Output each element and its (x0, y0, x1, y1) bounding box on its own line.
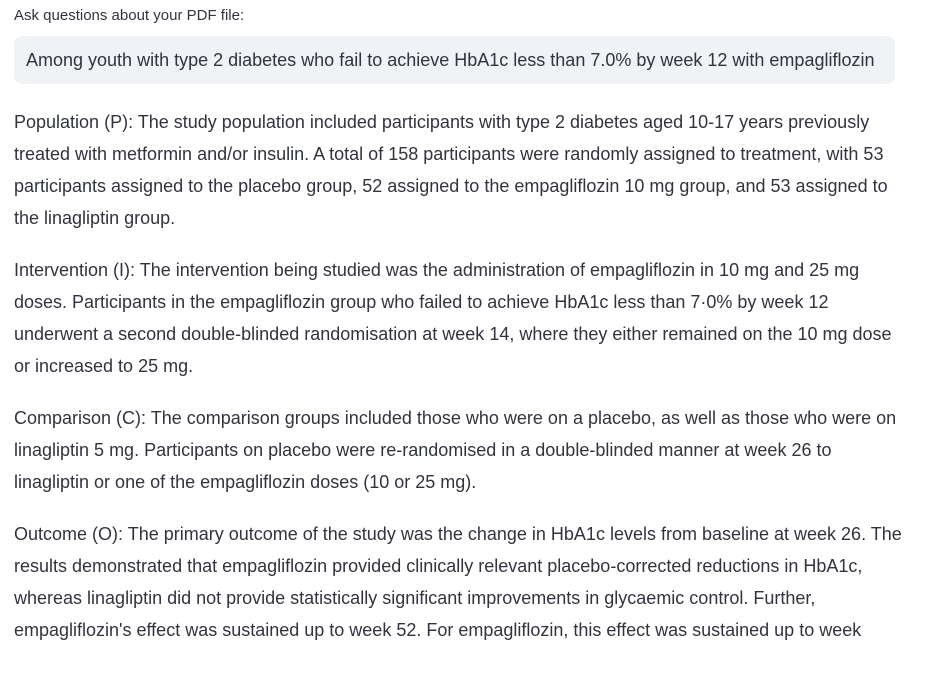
answer-paragraph-population: Population (P): The study population inc… (14, 112, 888, 228)
answer-paragraph-intervention: Intervention (I): The intervention being… (14, 260, 892, 376)
answer-paragraph-outcome: Outcome (O): The primary outcome of the … (14, 524, 902, 640)
answer-output: Population (P): The study population inc… (14, 106, 909, 646)
question-input[interactable] (14, 36, 895, 84)
question-input-label: Ask questions about your PDF file: (14, 7, 245, 24)
answer-paragraph-comparison: Comparison (C): The comparison groups in… (14, 408, 897, 492)
question-input-container[interactable] (14, 36, 895, 84)
